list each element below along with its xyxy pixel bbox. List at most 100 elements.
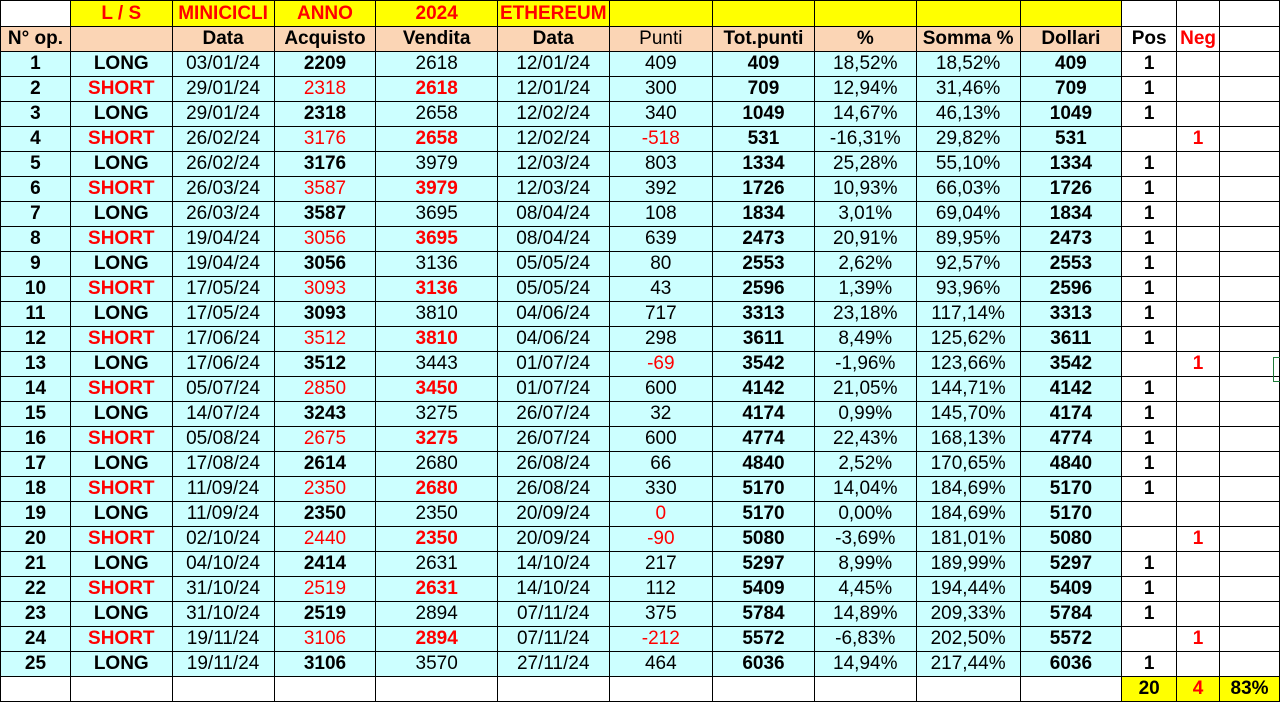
sum-percent[interactable]: 29,82%	[915, 126, 1021, 152]
neg-flag[interactable]	[1176, 551, 1221, 577]
sell-price[interactable]: 3136	[375, 276, 498, 302]
empty-cell[interactable]	[1219, 626, 1280, 652]
entry-date[interactable]: 02/10/24	[171, 526, 275, 552]
points[interactable]: 108	[608, 201, 714, 227]
dollars[interactable]: 531	[1019, 126, 1123, 152]
total-points[interactable]: 709	[712, 76, 815, 102]
neg-flag[interactable]	[1176, 176, 1221, 202]
empty-cell[interactable]	[1219, 501, 1280, 527]
sum-percent[interactable]: 181,01%	[915, 526, 1021, 552]
sell-price[interactable]: 2350	[375, 501, 498, 527]
buy-price[interactable]: 3512	[273, 351, 377, 377]
neg-flag[interactable]	[1176, 376, 1221, 402]
points[interactable]: 464	[608, 651, 714, 677]
sell-price[interactable]: 3443	[375, 351, 498, 377]
total-points[interactable]: 409	[712, 51, 815, 77]
points[interactable]: 32	[608, 401, 714, 427]
pos-flag[interactable]	[1121, 526, 1178, 552]
entry-date[interactable]: 17/06/24	[171, 326, 275, 352]
dollars[interactable]: 5170	[1019, 501, 1123, 527]
dollars[interactable]: 2473	[1019, 226, 1123, 252]
header-data[interactable]: Data	[171, 26, 275, 52]
buy-price[interactable]: 3176	[273, 151, 377, 177]
empty-cell[interactable]	[1219, 576, 1280, 602]
exit-date[interactable]: 12/03/24	[496, 176, 610, 202]
sum-percent[interactable]: 184,69%	[915, 501, 1021, 527]
dollars[interactable]: 2553	[1019, 251, 1123, 277]
dollars[interactable]: 5409	[1019, 576, 1123, 602]
side-cell[interactable]: LONG	[69, 51, 173, 77]
neg-flag[interactable]: 1	[1176, 626, 1221, 652]
points[interactable]: 600	[608, 376, 714, 402]
dollars[interactable]: 4774	[1019, 426, 1123, 452]
points[interactable]: 43	[608, 276, 714, 302]
sum-percent[interactable]: 217,44%	[915, 651, 1021, 677]
op-number[interactable]: 11	[0, 301, 71, 327]
sell-price[interactable]: 2618	[375, 51, 498, 77]
total-points[interactable]: 3313	[712, 301, 815, 327]
empty-cell[interactable]	[712, 676, 815, 702]
op-number[interactable]: 8	[0, 226, 71, 252]
op-number[interactable]: 3	[0, 101, 71, 127]
empty-cell[interactable]	[1219, 476, 1280, 502]
exit-date[interactable]: 12/01/24	[496, 76, 610, 102]
percent[interactable]: 8,49%	[813, 326, 917, 352]
sell-price[interactable]: 2680	[375, 451, 498, 477]
sum-percent[interactable]: 194,44%	[915, 576, 1021, 602]
dollars[interactable]: 3542	[1019, 351, 1123, 377]
entry-date[interactable]: 05/08/24	[171, 426, 275, 452]
total-points[interactable]: 2473	[712, 226, 815, 252]
empty-cell[interactable]	[273, 676, 377, 702]
side-cell[interactable]: SHORT	[69, 126, 173, 152]
pos-flag[interactable]: 1	[1121, 251, 1178, 277]
buy-price[interactable]: 3056	[273, 226, 377, 252]
pos-flag[interactable]: 1	[1121, 476, 1178, 502]
empty-cell[interactable]	[375, 676, 498, 702]
points[interactable]: 80	[608, 251, 714, 277]
percent[interactable]: 2,52%	[813, 451, 917, 477]
pos-flag[interactable]: 1	[1121, 551, 1178, 577]
entry-date[interactable]: 29/01/24	[171, 101, 275, 127]
empty-cell[interactable]	[1219, 251, 1280, 277]
percent[interactable]: 0,00%	[813, 501, 917, 527]
neg-flag[interactable]	[1176, 151, 1221, 177]
points[interactable]: 300	[608, 76, 714, 102]
entry-date[interactable]: 17/05/24	[171, 301, 275, 327]
op-number[interactable]: 5	[0, 151, 71, 177]
neg-flag[interactable]	[1176, 251, 1221, 277]
percent[interactable]: 0,99%	[813, 401, 917, 427]
anno-header[interactable]: ANNO	[273, 0, 377, 27]
sum-percent[interactable]: 31,46%	[915, 76, 1021, 102]
empty-cell[interactable]	[1219, 226, 1280, 252]
buy-price[interactable]: 2350	[273, 476, 377, 502]
percent[interactable]: 8,99%	[813, 551, 917, 577]
pos-flag[interactable]: 1	[1121, 651, 1178, 677]
empty-cell[interactable]	[69, 676, 173, 702]
pos-flag[interactable]	[1121, 126, 1178, 152]
sum-percent[interactable]: 93,96%	[915, 276, 1021, 302]
percent[interactable]: -3,69%	[813, 526, 917, 552]
entry-date[interactable]: 29/01/24	[171, 76, 275, 102]
exit-date[interactable]: 04/06/24	[496, 301, 610, 327]
total-points[interactable]: 5080	[712, 526, 815, 552]
ls-header[interactable]: L / S	[69, 0, 173, 27]
exit-date[interactable]: 20/09/24	[496, 501, 610, 527]
points[interactable]: 330	[608, 476, 714, 502]
buy-price[interactable]: 2350	[273, 501, 377, 527]
neg-flag[interactable]	[1176, 476, 1221, 502]
header-totpunti[interactable]: Tot.punti	[712, 26, 815, 52]
entry-date[interactable]: 17/08/24	[171, 451, 275, 477]
sell-price[interactable]: 3136	[375, 251, 498, 277]
total-points[interactable]: 4174	[712, 401, 815, 427]
percent[interactable]: 14,67%	[813, 101, 917, 127]
exit-date[interactable]: 01/07/24	[496, 351, 610, 377]
total-points[interactable]: 3542	[712, 351, 815, 377]
exit-date[interactable]: 20/09/24	[496, 526, 610, 552]
buy-price[interactable]: 3587	[273, 201, 377, 227]
empty-cell[interactable]	[1219, 201, 1280, 227]
neg-flag[interactable]	[1176, 51, 1221, 77]
side-cell[interactable]: LONG	[69, 301, 173, 327]
sell-price[interactable]: 3570	[375, 651, 498, 677]
header-op[interactable]: N° op.	[0, 26, 71, 52]
points[interactable]: 803	[608, 151, 714, 177]
